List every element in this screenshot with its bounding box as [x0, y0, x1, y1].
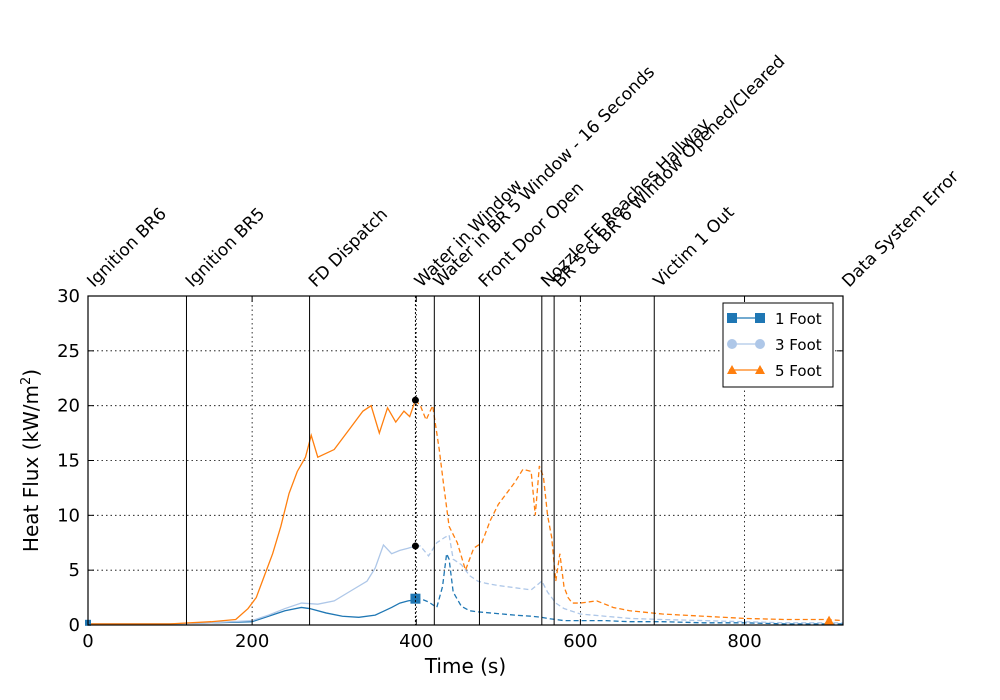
- series-lines: [88, 399, 844, 625]
- event-label: Ignition BR5: [182, 204, 269, 291]
- series-markers: [85, 396, 835, 626]
- circle-marker: [727, 339, 737, 349]
- x-axis-title: Time (s): [424, 654, 506, 678]
- event-label: BR 5 & BR 6 Window Opened/Cleared: [550, 52, 790, 292]
- triangle-marker: [824, 615, 835, 625]
- axis-ticks: 0 200 400 600 800 0 5 10 15 20 25 30: [57, 286, 843, 652]
- event-label: Victim 1 Out: [650, 202, 739, 291]
- event-label: Ignition BR6: [83, 204, 170, 291]
- triangle-marker: [755, 365, 765, 374]
- x-tick-label: 800: [727, 631, 761, 652]
- square-marker: [755, 313, 765, 323]
- y-tick-label: 5: [69, 560, 80, 581]
- event-point: [411, 542, 419, 550]
- square-marker: [727, 313, 737, 323]
- series-line-dashed: [414, 399, 844, 622]
- event-lines: [185, 296, 655, 625]
- y-axis-title: Heat Flux (kW/m2): [19, 369, 43, 552]
- y-tick-label: 15: [57, 451, 80, 472]
- y-axis-title-main: Heat Flux (kW/m: [19, 385, 43, 552]
- legend-label: 1 Foot: [775, 310, 822, 328]
- y-tick-label: 25: [57, 341, 80, 362]
- event-label: Water in Window: [411, 176, 527, 292]
- legend-label: 5 Foot: [775, 362, 822, 380]
- y-axis-title-close: ): [19, 369, 43, 377]
- x-tick-label: 600: [563, 631, 597, 652]
- legend: 1 Foot 3 Foot 5 Foot: [722, 302, 834, 388]
- y-tick-label: 20: [57, 396, 80, 417]
- x-tick-label: 200: [235, 631, 269, 652]
- series-line-dashed: [415, 534, 843, 624]
- triangle-marker: [727, 365, 737, 374]
- square-marker: [410, 593, 421, 604]
- legend-box: [722, 302, 834, 388]
- circle-marker: [755, 339, 765, 349]
- series-line-solid: [88, 399, 417, 625]
- x-tick-label: 0: [82, 631, 93, 652]
- event-label: FD Dispatch: [305, 205, 392, 292]
- x-tick-label: 400: [399, 631, 433, 652]
- y-tick-label: 0: [69, 615, 80, 636]
- event-labels: Ignition BR6 Ignition BR5 FD Dispatch Water…: [83, 52, 963, 292]
- y-axis-title-superscript: 2: [19, 377, 34, 385]
- event-label: Water in BR 5 Window - 16 Seconds: [430, 62, 659, 291]
- event-label: Data System Error: [838, 167, 963, 292]
- legend-label: 3 Foot: [775, 336, 822, 354]
- y-tick-label: 30: [57, 286, 80, 307]
- series-line-solid: [88, 543, 416, 625]
- y-tick-label: 10: [57, 505, 80, 526]
